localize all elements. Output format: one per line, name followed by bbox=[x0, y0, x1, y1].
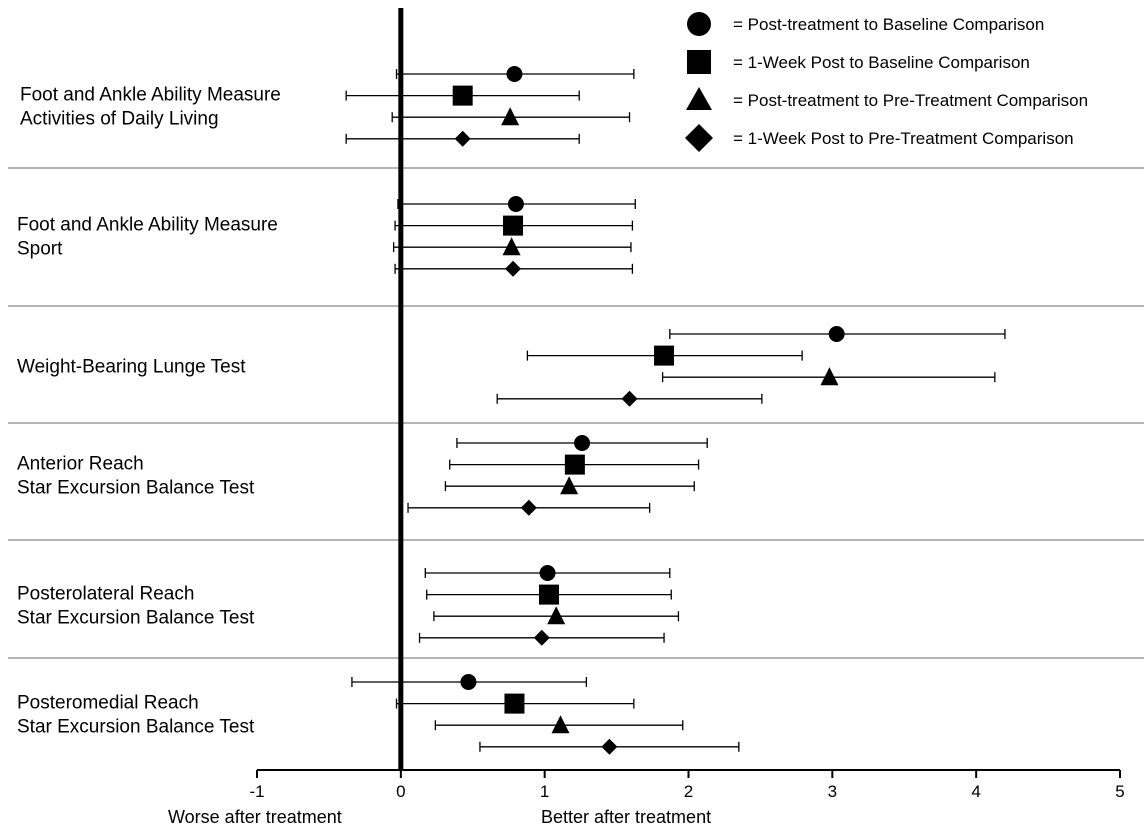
square-marker bbox=[452, 85, 473, 106]
group-label: Star Excursion Balance Test bbox=[17, 477, 255, 498]
square-marker bbox=[538, 584, 559, 605]
diamond-marker bbox=[505, 260, 522, 277]
group-label: Activities of Daily Living bbox=[20, 108, 219, 129]
circle-marker bbox=[574, 435, 591, 451]
square-marker bbox=[654, 345, 675, 366]
group-label: Sport bbox=[17, 238, 63, 259]
direction-label-better: Better after treatment bbox=[541, 807, 711, 827]
x-tick-label: 0 bbox=[396, 782, 405, 801]
group-label: Star Excursion Balance Test bbox=[17, 607, 255, 628]
triangle-marker bbox=[820, 367, 839, 386]
x-tick-label: -1 bbox=[249, 782, 264, 801]
triangle-marker bbox=[551, 715, 570, 734]
circle-marker bbox=[539, 565, 556, 581]
x-tick-label: 5 bbox=[1115, 782, 1124, 801]
circle-marker bbox=[506, 66, 523, 82]
group-label: Posteromedial Reach bbox=[17, 692, 199, 713]
circle-marker bbox=[507, 196, 524, 212]
legend-circle-marker bbox=[687, 12, 711, 36]
group-label: Foot and Ankle Ability Measure bbox=[20, 84, 281, 105]
square-marker bbox=[503, 215, 524, 236]
group-label: Foot and Ankle Ability Measure bbox=[17, 214, 278, 235]
diamond-marker bbox=[520, 499, 537, 516]
x-tick-label: 2 bbox=[684, 782, 693, 801]
legend-label: = 1-Week Post to Pre-Treatment Compariso… bbox=[733, 129, 1074, 148]
legend-triangle-marker bbox=[686, 87, 712, 110]
square-marker bbox=[564, 454, 585, 475]
legend-diamond-marker bbox=[685, 124, 713, 152]
x-tick-label: 1 bbox=[540, 782, 549, 801]
circle-marker bbox=[828, 326, 845, 342]
x-tick-label: 3 bbox=[828, 782, 837, 801]
diamond-marker bbox=[454, 130, 471, 147]
legend-label: = 1-Week Post to Baseline Comparison bbox=[733, 53, 1030, 72]
diamond-marker bbox=[601, 738, 618, 755]
direction-label-worse: Worse after treatment bbox=[168, 807, 342, 827]
legend-label: = Post-treatment to Baseline Comparison bbox=[733, 15, 1044, 34]
triangle-marker bbox=[501, 107, 520, 126]
triangle-marker bbox=[547, 606, 566, 625]
triangle-marker bbox=[502, 237, 521, 256]
circle-marker bbox=[460, 674, 477, 690]
legend-label: = Post-treatment to Pre-Treatment Compar… bbox=[733, 91, 1088, 110]
triangle-marker bbox=[560, 476, 579, 495]
x-tick-label: 4 bbox=[971, 782, 980, 801]
diamond-marker bbox=[621, 390, 638, 407]
group-label: Anterior Reach bbox=[17, 453, 144, 474]
group-label: Star Excursion Balance Test bbox=[17, 716, 255, 737]
group-label: Posterolateral Reach bbox=[17, 583, 194, 604]
group-label: Weight-Bearing Lunge Test bbox=[17, 356, 246, 377]
legend-square-marker bbox=[687, 50, 711, 74]
diamond-marker bbox=[533, 629, 550, 646]
square-marker bbox=[504, 693, 525, 714]
